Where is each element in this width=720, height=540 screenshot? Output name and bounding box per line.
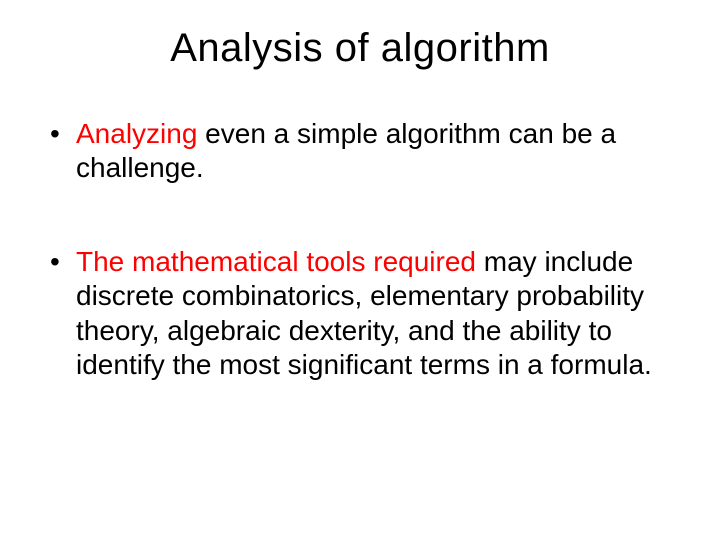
highlight-text: Analyzing	[76, 118, 197, 149]
list-item: Analyzing even a simple algorithm can be…	[48, 117, 672, 185]
slide: Analysis of algorithm Analyzing even a s…	[0, 0, 720, 540]
list-item: The mathematical tools required may incl…	[48, 245, 672, 382]
highlight-text: The mathematical tools required	[76, 246, 476, 277]
bullet-list: Analyzing even a simple algorithm can be…	[48, 117, 672, 382]
slide-title: Analysis of algorithm	[48, 26, 672, 71]
